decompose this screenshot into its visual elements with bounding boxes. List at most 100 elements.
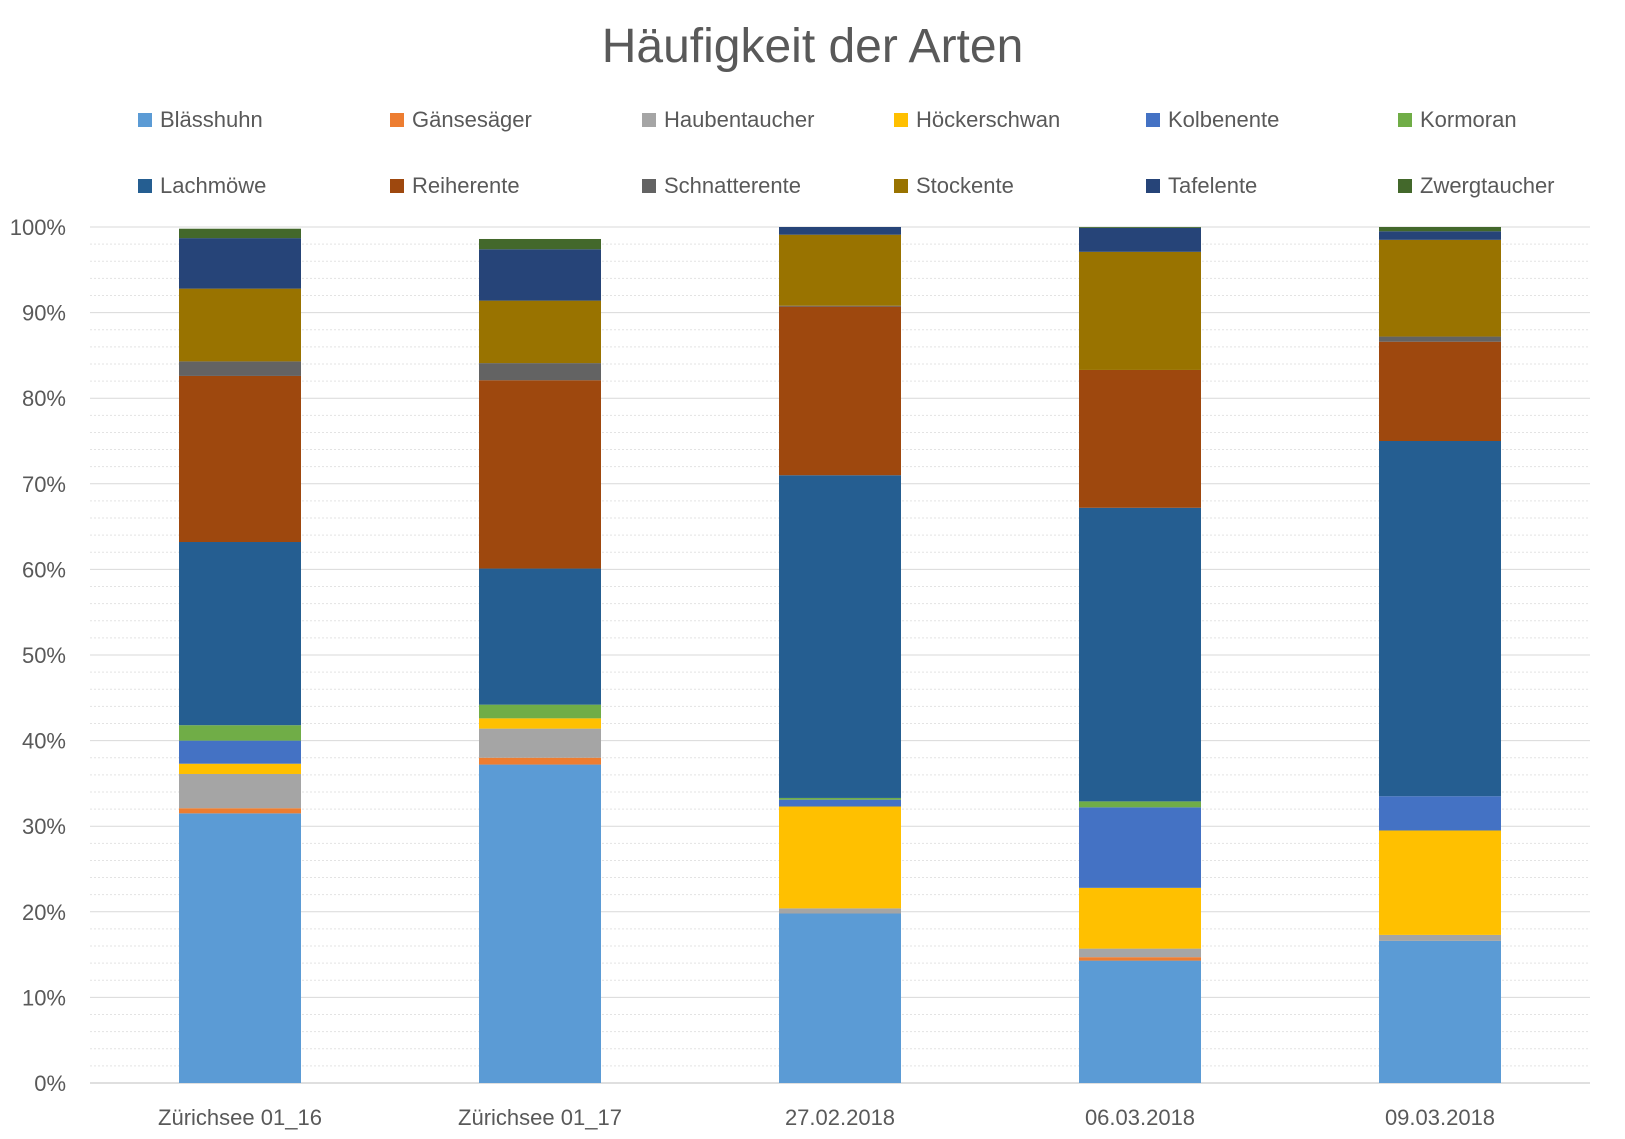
x-tick-label: 06.03.2018	[1085, 1105, 1195, 1130]
bar-segment	[1379, 830, 1501, 935]
legend-label: Kolbenente	[1168, 107, 1280, 132]
bar-segment	[1079, 948, 1201, 958]
bar-segment	[779, 806, 901, 909]
legend-label: Gänsesäger	[412, 107, 532, 132]
bar-segment	[779, 908, 901, 914]
bar-segment	[179, 238, 301, 289]
bar-segment	[779, 306, 901, 476]
y-tick-label: 10%	[22, 985, 66, 1010]
legend-item: Höckerschwan	[894, 100, 1060, 140]
legend-item: Schnatterente	[642, 166, 801, 206]
y-tick-label: 0%	[34, 1071, 66, 1096]
bar-segment	[179, 228, 301, 239]
legend-swatch	[642, 179, 656, 193]
y-tick-label: 90%	[22, 301, 66, 326]
y-tick-label: 20%	[22, 900, 66, 925]
bar-stack	[779, 227, 901, 1083]
bar-stack	[1379, 227, 1501, 1083]
bar-segment	[1079, 887, 1201, 949]
bar-segment	[479, 238, 601, 250]
legend-swatch	[642, 113, 656, 127]
bar-segment	[479, 757, 601, 765]
bar-segment	[1379, 940, 1501, 1083]
bar-segment	[479, 728, 601, 758]
bar-segment	[1079, 507, 1201, 802]
bar-segment	[1079, 251, 1201, 370]
legend-item: Kormoran	[1398, 100, 1517, 140]
bar-segment	[179, 808, 301, 814]
bar-segment	[1379, 341, 1501, 441]
bar-segment	[479, 764, 601, 1083]
bar-segment	[1379, 231, 1501, 240]
bar-segment	[779, 234, 901, 306]
legend-label: Zwergtaucher	[1420, 173, 1555, 198]
bar-segment	[479, 718, 601, 729]
x-tick-label: 27.02.2018	[785, 1105, 895, 1130]
legend-label: Schnatterente	[664, 173, 801, 198]
legend-item: Lachmöwe	[138, 166, 266, 206]
bar-stack	[179, 228, 301, 1083]
legend-item: Gänsesäger	[390, 100, 532, 140]
legend-label: Haubentaucher	[664, 107, 815, 132]
x-tick-label: Zürichsee 01_17	[458, 1105, 622, 1130]
bar-segment	[179, 813, 301, 1083]
legend-swatch	[390, 179, 404, 193]
bar-segment	[1379, 441, 1501, 797]
legend-swatch	[138, 113, 152, 127]
y-tick-label: 30%	[22, 814, 66, 839]
bar-segment	[1079, 957, 1201, 961]
legend-item: Blässhuhn	[138, 100, 263, 140]
bar-segment	[1079, 807, 1201, 888]
bar-segment	[1379, 239, 1501, 337]
bar-segment	[1379, 796, 1501, 831]
bar-segment	[179, 542, 301, 726]
legend-swatch	[894, 113, 908, 127]
bar-stack	[479, 238, 601, 1083]
legend-label: Kormoran	[1420, 107, 1517, 132]
legend-swatch	[1146, 113, 1160, 127]
legend-swatch	[894, 179, 908, 193]
bar-segment	[179, 375, 301, 543]
bar-segment	[779, 799, 901, 807]
y-tick-label: 50%	[22, 643, 66, 668]
bar-segment	[779, 797, 901, 800]
bar-segment	[1379, 227, 1501, 232]
legend-swatch	[1146, 179, 1160, 193]
bar-segment	[479, 704, 601, 719]
bar-segment	[479, 363, 601, 381]
x-tick-label: 09.03.2018	[1385, 1105, 1495, 1130]
bar-segment	[1079, 227, 1201, 228]
legend: Blässhuhn Gänsesäger Haubentaucher Höckersc…	[138, 100, 1598, 240]
bar-segment	[179, 361, 301, 376]
bar-segment	[779, 475, 901, 798]
bar-segment	[1079, 227, 1201, 252]
bar-segment	[179, 725, 301, 741]
legend-item: Tafelente	[1146, 166, 1257, 206]
legend-item: Kolbenente	[1146, 100, 1279, 140]
bar-segment	[779, 913, 901, 1083]
y-tick-label: 100%	[10, 215, 66, 240]
legend-label: Höckerschwan	[916, 107, 1061, 132]
legend-label: Blässhuhn	[160, 107, 263, 132]
bar-segment	[479, 568, 601, 705]
y-tick-label: 70%	[22, 472, 66, 497]
bar-segment	[179, 773, 301, 809]
legend-label: Lachmöwe	[160, 173, 267, 198]
chart-title: Häufigkeit der Arten	[601, 20, 1024, 73]
legend-item: Stockente	[894, 166, 1014, 206]
legend-swatch	[138, 179, 152, 193]
bar-segment	[479, 300, 601, 364]
bar-segment	[1079, 369, 1201, 508]
bar-segment	[1379, 934, 1501, 941]
legend-item: Haubentaucher	[642, 100, 814, 140]
bar-segment	[179, 763, 301, 774]
legend-label: Reiherente	[412, 173, 520, 198]
bar-segment	[479, 249, 601, 301]
legend-swatch	[1398, 179, 1412, 193]
bar-segment	[779, 227, 901, 235]
bar-segment	[1079, 801, 1201, 808]
bar-segment	[1379, 336, 1501, 342]
x-tick-label: Zürichsee 01_16	[158, 1105, 322, 1130]
bar-segment	[779, 305, 901, 307]
